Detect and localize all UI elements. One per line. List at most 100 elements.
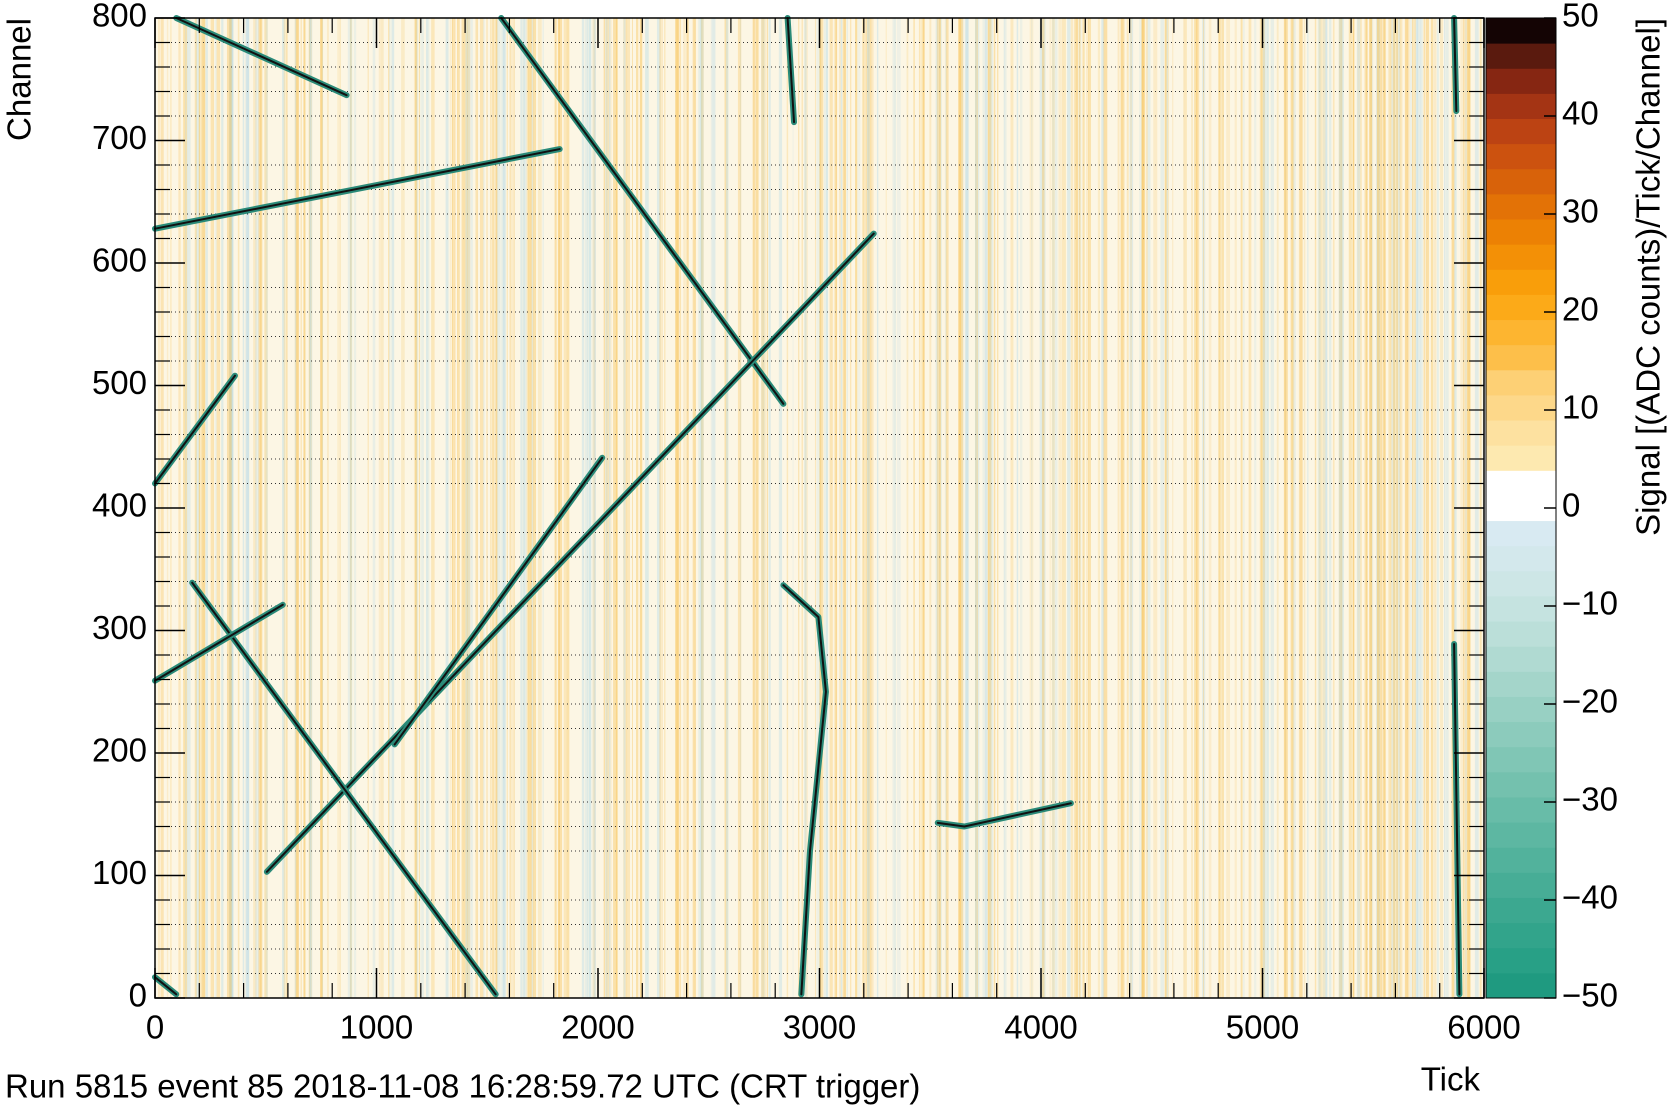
noise-stripe <box>401 18 405 998</box>
track-core <box>1453 17 1458 113</box>
noise-stripe <box>833 18 838 998</box>
noise-stripe <box>230 18 234 998</box>
noise-stripe <box>557 18 560 998</box>
noise-stripe <box>961 18 964 998</box>
noise-stripe <box>506 18 508 998</box>
noise-stripe <box>964 18 969 998</box>
noise-stripe <box>1357 18 1360 998</box>
noise-stripe <box>849 18 852 998</box>
noise-stripe <box>242 18 245 998</box>
noise-stripe <box>700 18 704 998</box>
colorbar-cell <box>1486 193 1556 220</box>
noise-stripe <box>466 18 471 998</box>
noise-stripe <box>623 18 625 998</box>
noise-stripe <box>294 18 297 998</box>
noise-stripe <box>819 18 822 998</box>
colorbar-cell <box>1486 771 1556 798</box>
noise-stripe <box>1356 18 1361 998</box>
noise-stripe <box>1226 18 1231 998</box>
noise-stripe <box>388 18 390 998</box>
x-tick-label: 0 <box>146 1009 164 1046</box>
noise-stripe <box>1425 18 1428 998</box>
noise-stripe <box>761 18 765 998</box>
track-core <box>936 802 1072 828</box>
noise-stripe <box>309 18 312 998</box>
noise-stripe <box>526 18 530 998</box>
x-tick-label: 1000 <box>340 1009 413 1046</box>
noise-stripe <box>1430 18 1434 998</box>
colorbar-cell <box>1486 796 1556 823</box>
noise-stripe <box>944 18 948 998</box>
noise-stripe <box>935 18 939 998</box>
noise-stripe <box>1376 18 1380 998</box>
noise-stripe <box>554 18 557 998</box>
noise-stripe <box>228 18 232 998</box>
noise-stripe <box>725 18 729 998</box>
noise-stripe <box>988 18 992 998</box>
noise-stripe <box>1399 18 1401 998</box>
noise-stripe <box>778 18 783 998</box>
noise-stripe <box>724 18 727 998</box>
noise-stripe <box>431 18 435 998</box>
noise-stripe <box>1079 18 1081 998</box>
noise-stripe <box>1376 18 1379 998</box>
y-axis-title: Channel <box>1 18 38 141</box>
noise-stripe <box>212 18 215 998</box>
colorbar-cell <box>1486 822 1556 848</box>
noise-stripe <box>1340 18 1342 998</box>
noise-stripe <box>761 18 765 998</box>
noise-stripe <box>1383 18 1386 998</box>
noise-stripe <box>1203 18 1205 998</box>
noise-stripe <box>326 18 329 998</box>
noise-stripe <box>1436 18 1439 998</box>
noise-stripe <box>906 18 909 998</box>
noise-stripe <box>1130 18 1133 998</box>
noise-stripe <box>1016 18 1019 998</box>
noise-stripe <box>309 18 312 998</box>
noise-stripe <box>492 18 494 998</box>
noise-stripe <box>247 18 249 998</box>
noise-stripe <box>1444 18 1446 998</box>
noise-stripe <box>680 18 682 998</box>
noise-stripe <box>975 18 978 998</box>
noise-stripe <box>422 18 424 998</box>
noise-stripe <box>1440 18 1444 998</box>
noise-stripe <box>1393 18 1395 998</box>
y-tick-label: 100 <box>92 854 147 891</box>
colorbar-cell <box>1486 168 1556 195</box>
noise-stripe <box>229 18 234 998</box>
noise-stripe <box>1329 18 1332 998</box>
noise-stripe <box>846 18 848 998</box>
noise-stripe <box>229 18 233 998</box>
noise-stripe <box>1416 18 1421 998</box>
noise-stripe <box>418 18 420 998</box>
noise-stripe <box>283 18 286 998</box>
noise-stripe <box>337 18 340 998</box>
colorbar-tick-label: 40 <box>1562 95 1599 132</box>
y-tick-label: 700 <box>92 119 147 156</box>
noise-stripe <box>320 18 323 998</box>
noise-stripe <box>639 18 643 998</box>
colorbar-cell <box>1486 621 1556 647</box>
noise-stripe <box>958 18 961 998</box>
noise-stripe <box>1171 18 1174 998</box>
noise-stripe <box>1218 18 1221 998</box>
noise-stripe <box>531 18 534 998</box>
noise-stripe <box>451 18 453 998</box>
noise-stripe <box>202 18 206 998</box>
noise-stripe <box>725 18 728 998</box>
colorbar-tick-label: −30 <box>1562 781 1618 818</box>
noise-stripe <box>300 18 302 998</box>
colorbar-cell <box>1486 721 1556 748</box>
noise-stripe <box>936 18 939 998</box>
noise-stripe <box>349 18 352 998</box>
noise-stripe <box>755 18 758 998</box>
noise-stripe <box>835 18 838 998</box>
track-core <box>154 976 178 996</box>
noise-stripe <box>1078 18 1082 998</box>
noise-stripe <box>1283 18 1287 998</box>
noise-stripe <box>842 18 846 998</box>
noise-stripe <box>1433 18 1437 998</box>
noise-stripe <box>260 18 263 998</box>
noise-stripe <box>1396 18 1399 998</box>
